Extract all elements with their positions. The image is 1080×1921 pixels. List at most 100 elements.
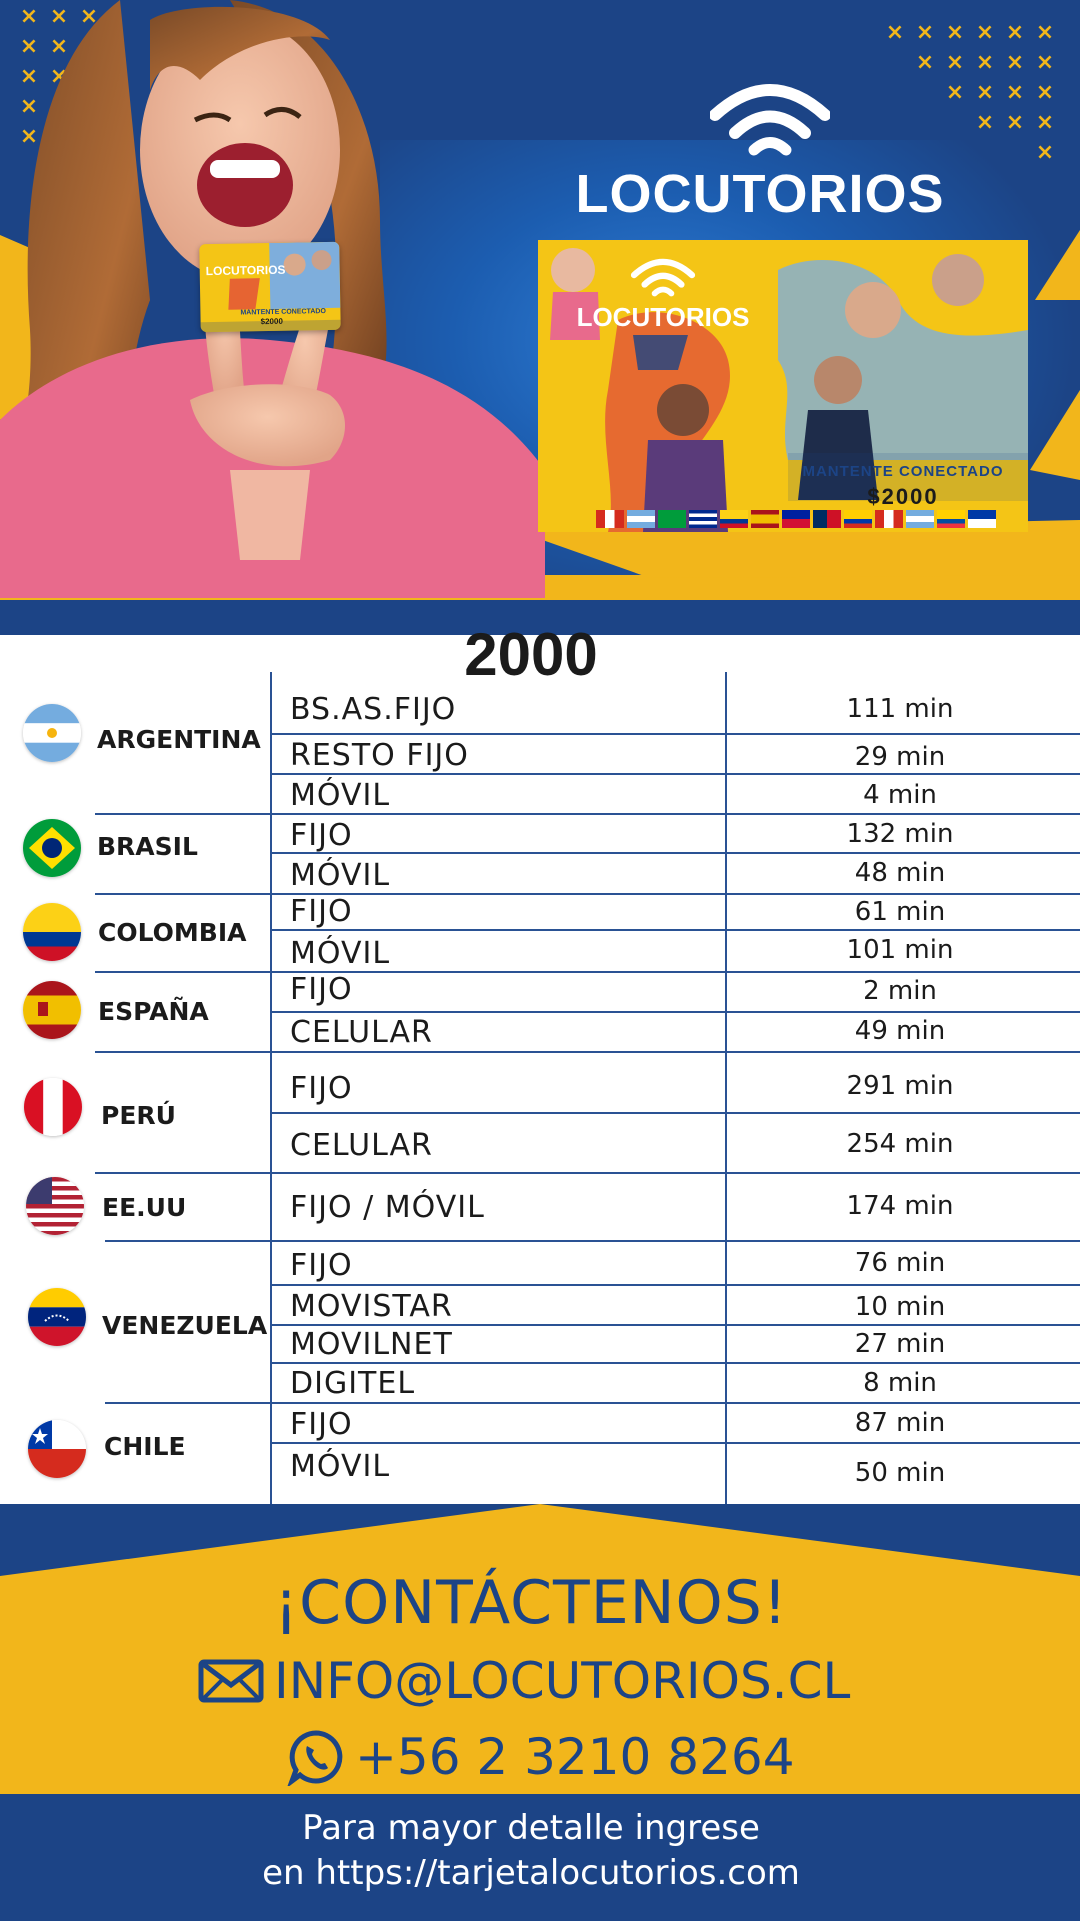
footer-background — [0, 1504, 1080, 1921]
phone-number[interactable]: +56 2 3210 8264 — [355, 1728, 795, 1786]
promo-brand-name: LOCUTORIOS — [576, 302, 750, 332]
promo-card: LOCUTORIOS MANTENTE CONECTADO $2000 — [538, 240, 1028, 532]
held-card-art — [200, 241, 341, 333]
row-divider — [270, 1011, 1080, 1013]
contact-footer — [0, 1504, 1080, 1921]
card-value-title: 2000 — [464, 621, 598, 688]
rate-label: FIJO / MÓVIL — [290, 1190, 485, 1225]
row-divider — [270, 773, 1080, 775]
rate-minutes: 29 min — [854, 742, 946, 772]
rate-minutes: 291 min — [846, 1071, 954, 1101]
rate-label: MÓVIL — [290, 936, 391, 971]
country-name: PERÚ — [101, 1101, 176, 1130]
rate-minutes: 2 min — [863, 976, 937, 1006]
country-name: VENEZUELA — [102, 1311, 268, 1340]
row-divider — [95, 893, 1080, 895]
rate-minutes: 49 min — [854, 1016, 946, 1046]
row-divider — [105, 1402, 1080, 1404]
peru-flag-icon — [24, 1078, 82, 1136]
rate-label: MÓVIL — [290, 858, 391, 893]
rate-minutes: 254 min — [846, 1129, 954, 1159]
footer-note-line-1: Para mayor detalle ingrese — [302, 1808, 760, 1848]
row-divider — [270, 1284, 1080, 1286]
row-divider — [95, 813, 1080, 815]
rate-minutes: 8 min — [863, 1368, 937, 1398]
decorative-dots-right: × × × × × × × × × × × × × × × × × × × — [885, 20, 1055, 165]
row-divider — [270, 1442, 1080, 1444]
rate-minutes: 4 min — [863, 780, 937, 810]
contact-title: ¡CONTÁCTENOS! — [274, 1568, 788, 1638]
rate-label: RESTO FIJO — [290, 738, 469, 773]
rate-label: FIJO — [290, 1071, 353, 1106]
promo-card-art — [550, 248, 1028, 532]
rate-minutes: 87 min — [854, 1408, 946, 1438]
promo-tagline: MANTENTE CONECTADO — [802, 463, 1004, 480]
email-contact[interactable]: INFO@LOCUTORIOS.CL — [198, 1652, 850, 1710]
wifi-icon — [710, 84, 830, 156]
rate-minutes: 61 min — [854, 897, 946, 927]
row-divider — [270, 852, 1080, 854]
country-name: CHILE — [104, 1432, 186, 1461]
row-divider — [270, 1112, 1080, 1114]
rate-minutes: 50 min — [854, 1458, 946, 1488]
row-divider — [270, 1362, 1080, 1364]
hero-banner: ××× ××× ××× ××× ××× ×××××× ××××× ×××× ××… — [0, 0, 1080, 635]
rate-label: FIJO — [290, 972, 353, 1007]
footer-note-line-2[interactable]: en https://tarjetalocutorios.com — [262, 1853, 800, 1893]
rate-label: DIGITEL — [290, 1366, 416, 1401]
brazil-flag-icon — [23, 819, 81, 877]
rate-label: CELULAR — [290, 1128, 433, 1163]
phone-contact[interactable]: +56 2 3210 8264 — [287, 1728, 795, 1786]
rate-minutes: 132 min — [846, 819, 954, 849]
row-divider — [270, 929, 1080, 931]
mail-icon — [198, 1659, 264, 1703]
row-divider — [95, 971, 1080, 973]
column-divider — [270, 672, 272, 1504]
rate-label: MÓVIL — [290, 778, 391, 813]
rate-label: FIJO — [290, 1248, 353, 1283]
rate-label: BS.AS.FIJO — [290, 692, 457, 727]
promo-price: $2000 — [867, 484, 939, 509]
promo-flag-strip — [596, 510, 996, 530]
rate-minutes: 76 min — [854, 1248, 946, 1278]
email-address[interactable]: INFO@LOCUTORIOS.CL — [274, 1652, 851, 1710]
brand-logo: LOCUTORIOS — [560, 75, 960, 224]
woman-photo — [0, 0, 545, 598]
held-phone-card: LOCUTORIOS MANTENTE CONECTADO $2000 — [199, 241, 341, 333]
rate-label: FIJO — [290, 1407, 353, 1442]
rate-label: MOVILNET — [290, 1327, 453, 1362]
whatsapp-icon — [287, 1730, 343, 1786]
country-name: ESPAÑA — [98, 997, 209, 1026]
country-name: EE.UU — [102, 1193, 187, 1222]
venezuela-flag-icon — [28, 1288, 86, 1346]
column-divider — [725, 672, 727, 1504]
row-divider — [270, 733, 1080, 735]
rate-minutes: 111 min — [846, 694, 954, 724]
rate-minutes: 10 min — [854, 1292, 946, 1322]
argentina-flag-icon — [23, 704, 81, 762]
country-name: BRASIL — [97, 832, 198, 861]
colombia-flag-icon — [23, 903, 81, 961]
held-card-price: $2000 — [260, 316, 283, 327]
rate-minutes: 48 min — [854, 858, 946, 888]
usa-flag-icon — [26, 1177, 84, 1235]
promo-wifi-icon — [630, 258, 696, 297]
rate-minutes: 101 min — [846, 935, 954, 965]
row-divider — [105, 1240, 1080, 1242]
rate-label: FIJO — [290, 818, 353, 853]
rate-label: MÓVIL — [290, 1449, 391, 1484]
row-divider — [270, 1324, 1080, 1326]
row-divider — [95, 1051, 1080, 1053]
rate-label: MOVISTAR — [290, 1289, 453, 1324]
brand-name: LOCUTORIOS — [575, 164, 945, 224]
promo-logo: LOCUTORIOS — [563, 250, 763, 332]
rate-label: CELULAR — [290, 1015, 433, 1050]
country-name: COLOMBIA — [98, 918, 247, 947]
country-name: ARGENTINA — [97, 725, 261, 754]
rate-minutes: 27 min — [854, 1329, 946, 1359]
spain-flag-icon — [23, 981, 81, 1039]
row-divider — [95, 1172, 1080, 1174]
rate-label: FIJO — [290, 894, 353, 929]
chile-flag-icon — [28, 1420, 86, 1478]
held-card-tagline: MANTENTE CONECTADO — [240, 308, 326, 317]
